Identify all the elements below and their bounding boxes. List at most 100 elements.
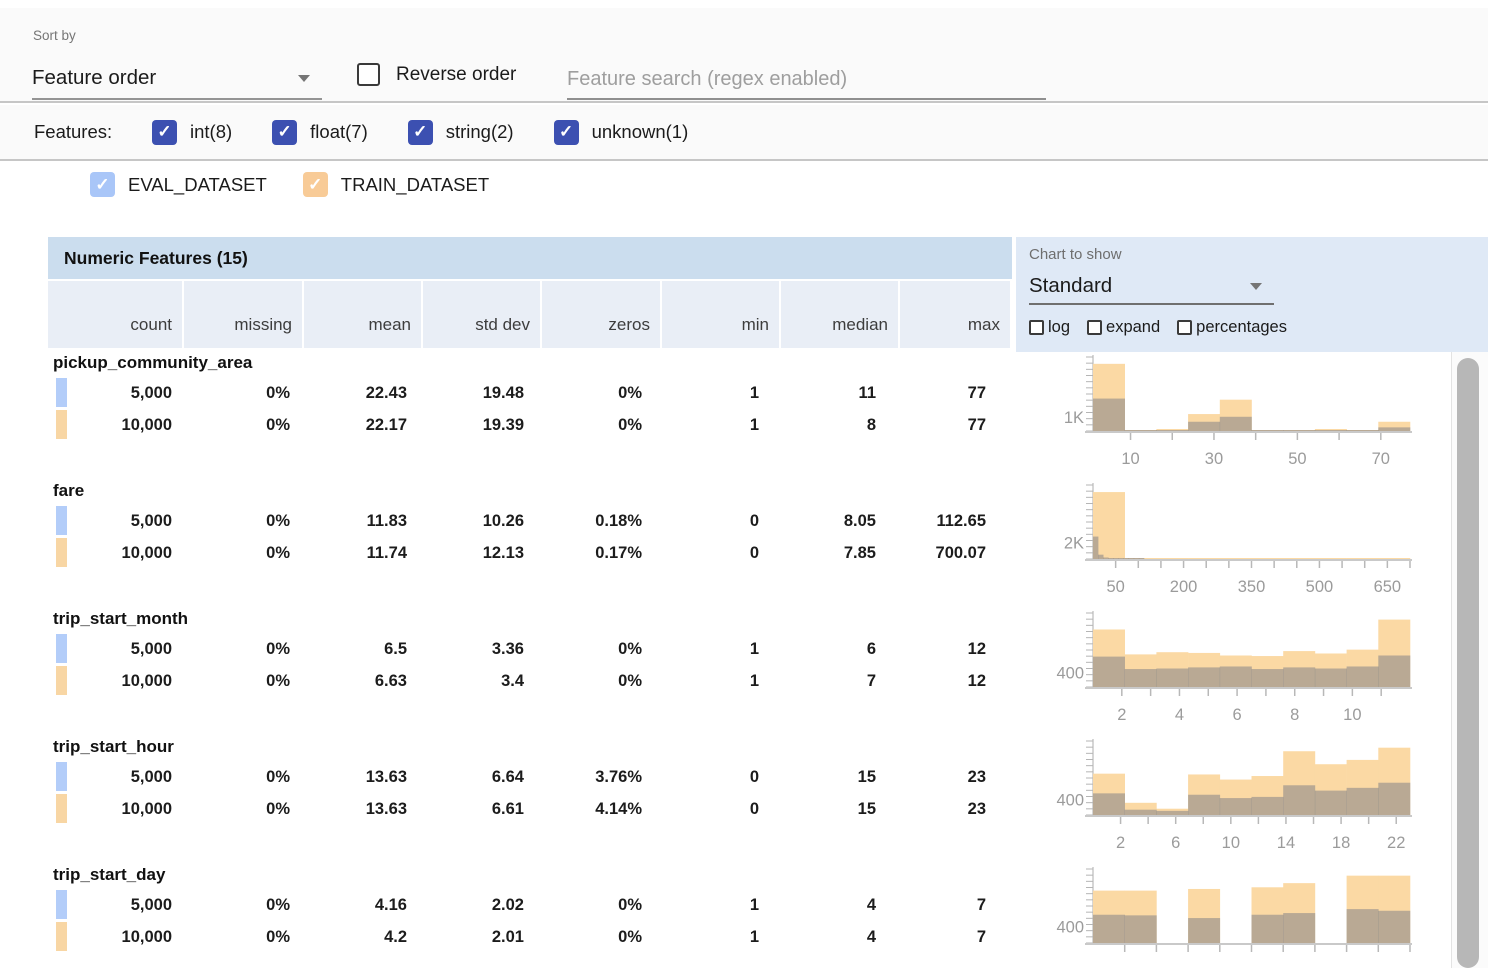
histogram-pickup-community-area: 10 30 50 70 1K — [1064, 355, 1412, 468]
feature-name: trip_start_day — [53, 865, 166, 884]
histogram-trip-start-day: 400 — [1056, 867, 1412, 952]
reverse-order-checkbox[interactable] — [357, 63, 380, 86]
chart-type-select[interactable]: Standard — [1029, 269, 1274, 305]
feature-type-filterbar: Features: ✓ int(8) ✓ float(7) ✓ string(2) ✓ unk… — [0, 105, 1488, 161]
stat-value: 0% — [266, 672, 290, 690]
stat-value: 15 — [857, 768, 876, 786]
feature-search-input[interactable] — [567, 60, 1046, 100]
stat-value: 7 — [866, 672, 876, 690]
stat-value: 6.63 — [374, 672, 407, 690]
column-header-count: count — [48, 281, 182, 348]
chart-controls-panel: Chart to show Standard log expand percenta… — [1016, 237, 1488, 352]
sort-order-select[interactable]: Feature order — [32, 58, 322, 100]
features-label: Features: — [34, 121, 113, 142]
chart-option-percentages[interactable]: percentages — [1177, 318, 1287, 337]
svg-text:50: 50 — [1106, 578, 1124, 596]
checkbox-unchecked-icon[interactable] — [1177, 320, 1193, 335]
stat-value: 3.76% — [595, 768, 642, 786]
dataset-swatch-eval — [56, 506, 67, 535]
stat-value: 10,000 — [48, 409, 182, 441]
stat-value: 0% — [266, 640, 290, 658]
chart-option-log[interactable]: log — [1029, 318, 1070, 337]
checkbox-checked-icon[interactable]: ✓ — [553, 119, 579, 145]
stat-value: 0% — [618, 640, 642, 658]
stat-value: 0% — [618, 416, 642, 434]
stat-value: 1 — [749, 672, 759, 690]
checkbox-checked-icon[interactable]: ✓ — [272, 119, 298, 145]
svg-text:10: 10 — [1121, 450, 1139, 468]
chart-option-checkboxes: log expand percentages — [1029, 318, 1287, 337]
stat-value: 23 — [967, 800, 986, 818]
stat-row-train: 10,000 0% 11.74 12.13 0.17% 0 7.85 700.07 — [48, 537, 1012, 569]
stat-value: 6.61 — [491, 800, 524, 818]
stat-value: 0% — [266, 544, 290, 562]
feature-row-fare: fare 5,000 0% 11.83 10.26 0.18% 0 8.05 112.65 10,… — [0, 480, 1488, 608]
stat-value: 19.39 — [482, 416, 524, 434]
sort-by-label: Sort by — [33, 28, 76, 43]
stat-value: 1 — [749, 640, 759, 658]
column-header-mean: mean — [304, 281, 421, 348]
dataset-swatch-eval — [56, 378, 67, 407]
dataset-swatch-eval — [56, 890, 67, 919]
svg-text:10: 10 — [1222, 834, 1240, 852]
svg-text:400: 400 — [1056, 918, 1084, 936]
stat-value: 1 — [749, 928, 759, 946]
feature-type-filters: ✓ int(8) ✓ float(7) ✓ string(2) ✓ unknown(1) — [152, 105, 688, 159]
type-filter-string-2[interactable]: ✓ string(2) — [407, 119, 514, 145]
stat-value: 0% — [266, 384, 290, 402]
svg-text:6: 6 — [1232, 706, 1241, 724]
stat-value: 7 — [976, 896, 986, 914]
stat-value: 5,000 — [48, 761, 182, 793]
stat-value: 4.14% — [595, 800, 642, 818]
stat-value: 15 — [857, 800, 876, 818]
stat-value: 0% — [266, 928, 290, 946]
scrollbar-thumb[interactable] — [1457, 358, 1479, 968]
stat-value: 12 — [967, 672, 986, 690]
checkbox-checked-icon[interactable]: ✓ — [407, 119, 433, 145]
stat-value: 11.74 — [366, 544, 407, 562]
svg-text:8: 8 — [1290, 706, 1299, 724]
stat-value: 4 — [866, 896, 876, 914]
svg-text:500: 500 — [1306, 578, 1334, 596]
stat-value: 0 — [749, 800, 759, 818]
stat-value: 0% — [266, 800, 290, 818]
dataset-toggle-train-dataset[interactable]: ✓ TRAIN_DATASET — [302, 172, 490, 197]
feature-name: trip_start_hour — [53, 737, 174, 756]
type-filter-label: int(8) — [190, 121, 233, 142]
dataset-label: TRAIN_DATASET — [340, 173, 490, 195]
checkbox-checked-icon[interactable]: ✓ — [152, 119, 177, 145]
checkbox-checked-icon[interactable]: ✓ — [90, 172, 115, 197]
checkbox-checked-icon[interactable]: ✓ — [302, 172, 328, 197]
stat-value: 5,000 — [48, 377, 182, 409]
chart-option-expand[interactable]: expand — [1087, 318, 1160, 337]
svg-text:2: 2 — [1116, 834, 1125, 852]
stat-value: 11 — [858, 384, 876, 402]
histogram-fare: 50 200 350 500 650 2K — [1064, 483, 1412, 596]
stat-value: 10.26 — [482, 512, 524, 530]
stat-value: 1 — [749, 416, 759, 434]
type-filter-float-7[interactable]: ✓ float(7) — [272, 119, 368, 145]
chart-option-label: expand — [1106, 318, 1161, 336]
stat-row-eval: 5,000 0% 22.43 19.48 0% 1 11 77 — [48, 377, 1012, 409]
feature-row-pickup-community-area: pickup_community_area 5,000 0% 22.43 19.48 0%… — [0, 352, 1488, 480]
checkbox-unchecked-icon[interactable] — [1087, 320, 1103, 335]
svg-text:10: 10 — [1343, 706, 1361, 724]
type-filter-unknown-1[interactable]: ✓ unknown(1) — [553, 119, 688, 145]
stat-row-train: 10,000 0% 22.17 19.39 0% 1 8 77 — [48, 409, 1012, 441]
type-filter-int-8[interactable]: ✓ int(8) — [152, 119, 233, 145]
stat-value: 112.65 — [936, 512, 986, 530]
dataset-swatch-train — [56, 666, 67, 695]
stat-row-eval: 5,000 0% 11.83 10.26 0.18% 0 8.05 112.65 — [48, 505, 1012, 537]
checkbox-unchecked-icon[interactable] — [1029, 320, 1044, 335]
stat-value: 700.07 — [935, 544, 986, 562]
sort-order-value: Feature order — [32, 66, 157, 89]
stat-value: 0% — [618, 384, 642, 402]
stat-value: 6 — [866, 640, 876, 658]
stat-row-train: 10,000 0% 6.63 3.4 0% 1 7 12 — [48, 665, 1012, 697]
stat-value: 8.05 — [843, 512, 876, 530]
chart-option-label: percentages — [1196, 318, 1287, 336]
svg-text:2K: 2K — [1064, 534, 1084, 552]
stat-value: 13.63 — [365, 768, 407, 786]
dataset-toggle-eval-dataset[interactable]: ✓ EVAL_DATASET — [90, 172, 267, 197]
